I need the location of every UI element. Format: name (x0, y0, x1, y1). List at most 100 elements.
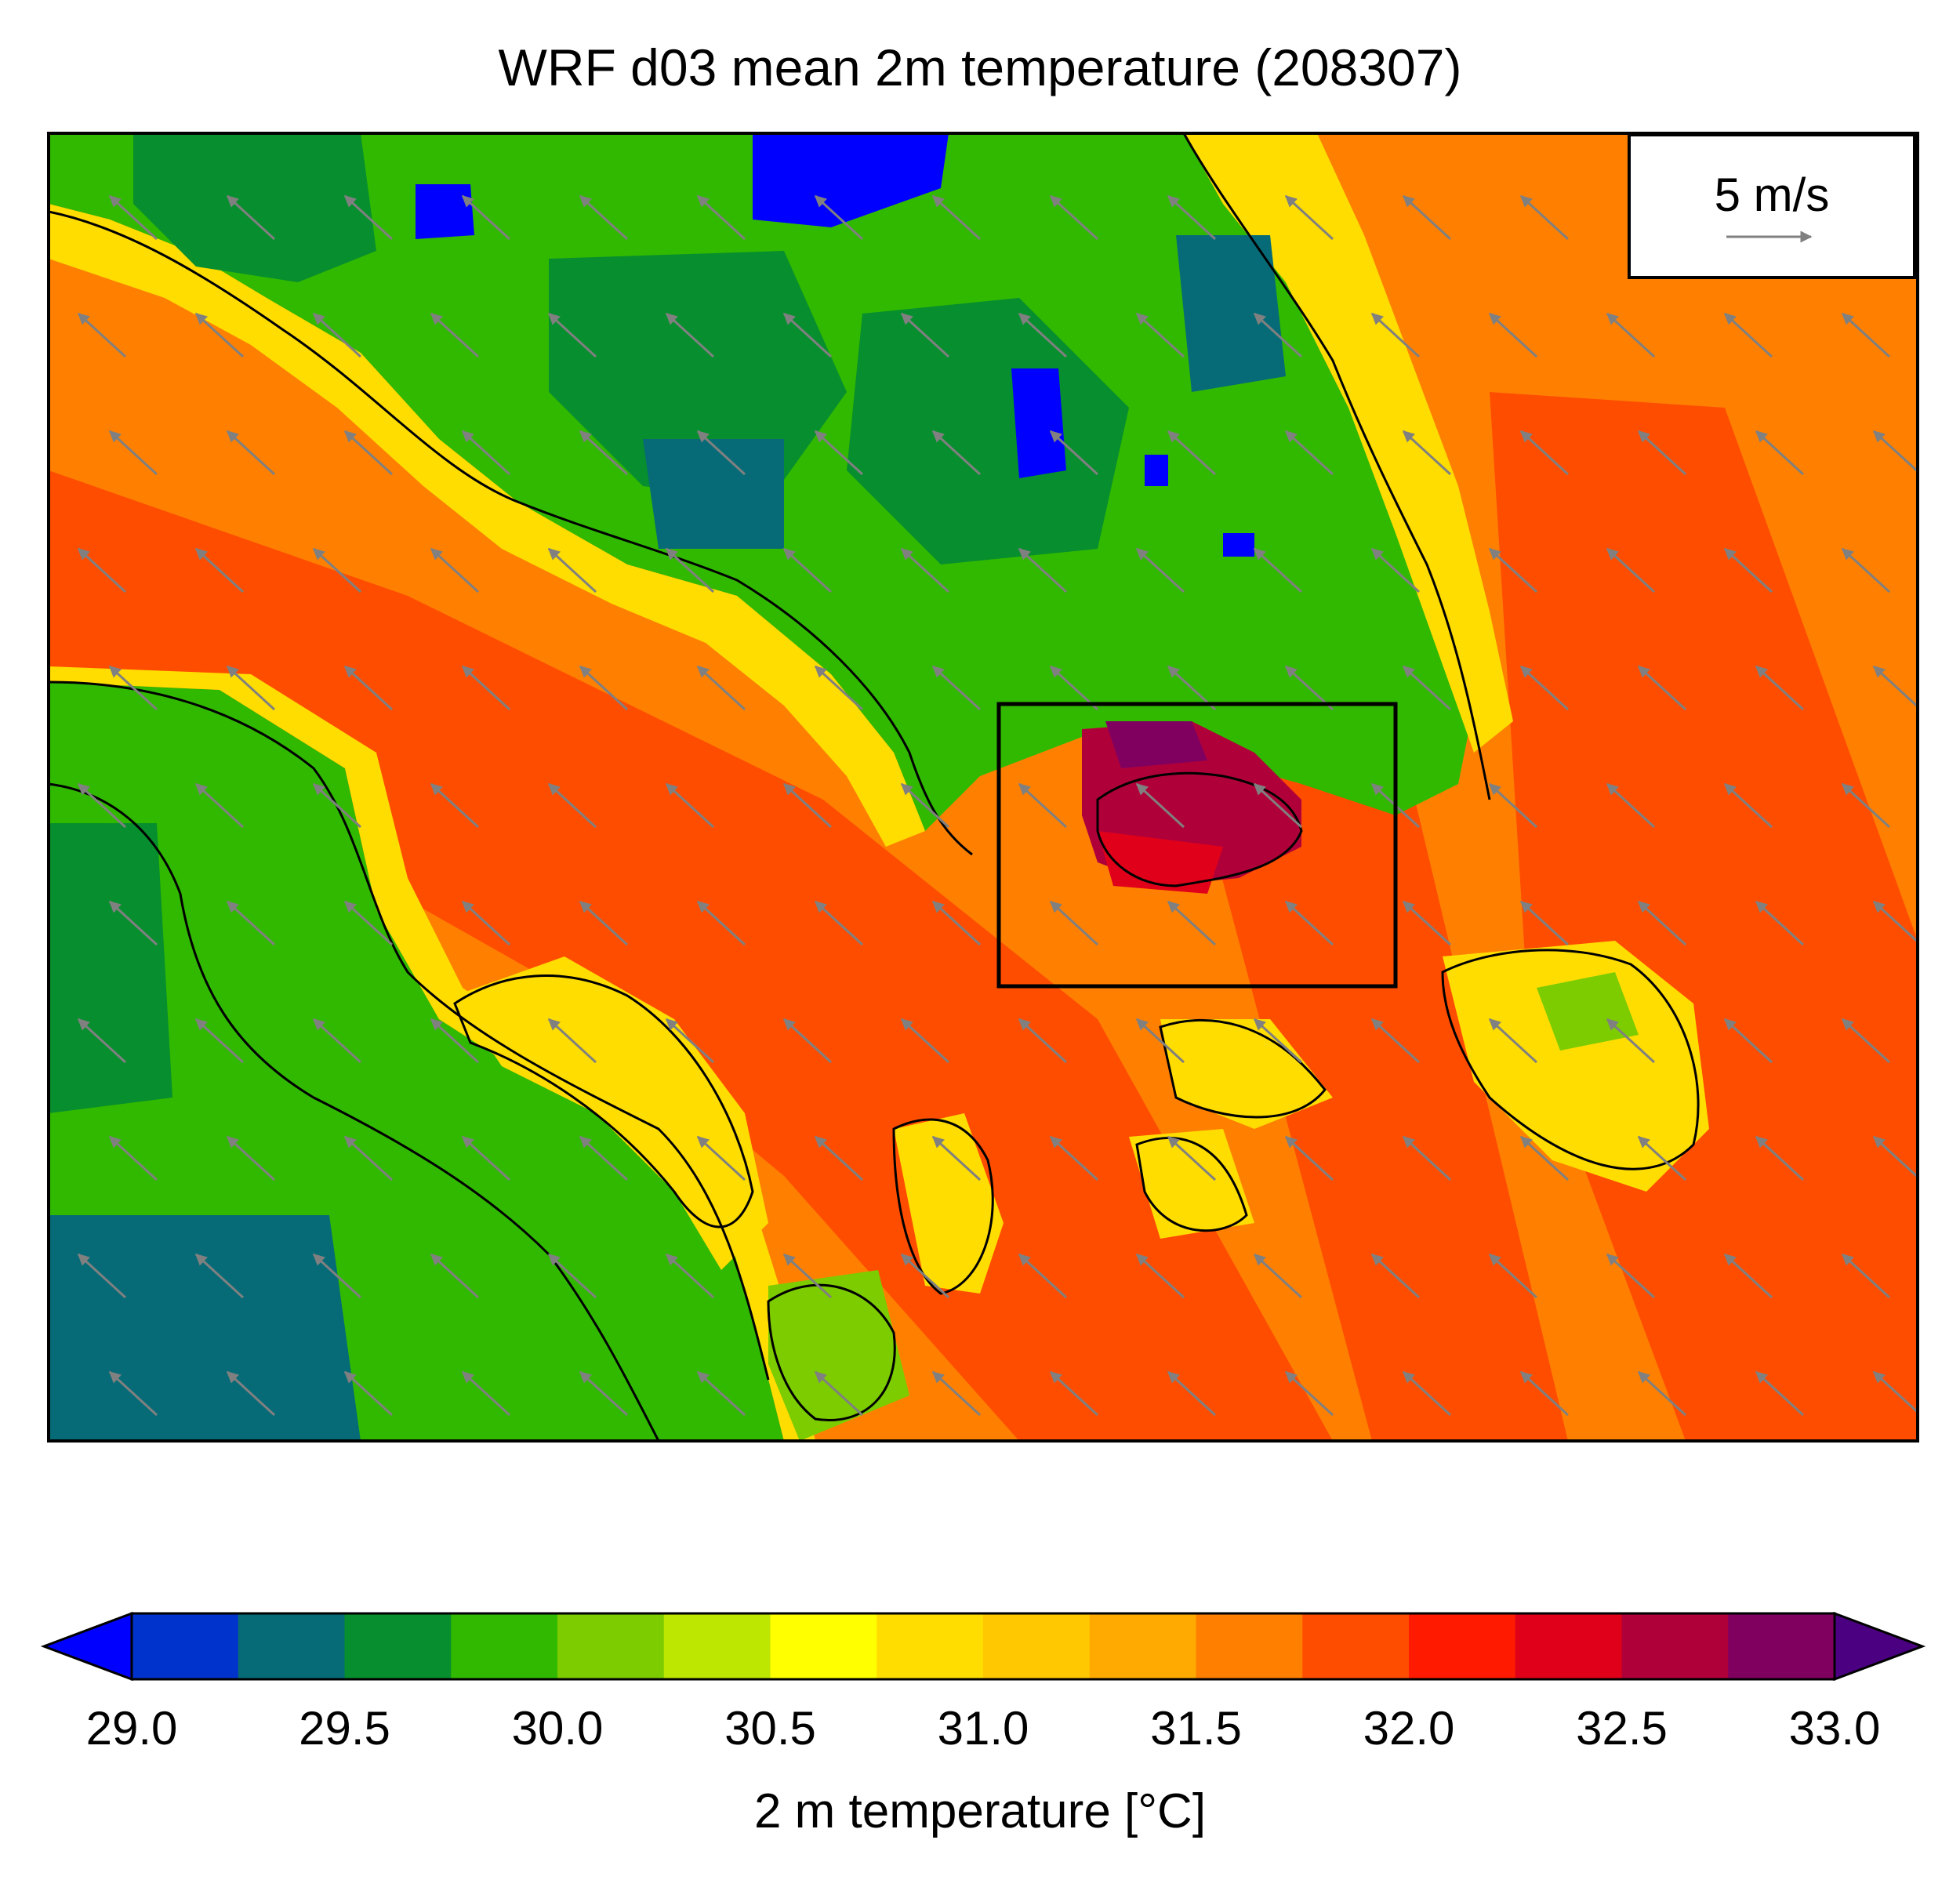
wind-vector (1284, 1135, 1334, 1181)
wind-vector (226, 900, 276, 946)
coastline (49, 782, 660, 1441)
island-riau (1129, 1129, 1254, 1239)
coastline (49, 680, 770, 1381)
wind-vector (1637, 1370, 1687, 1417)
colorbar-frame (130, 1612, 1836, 1681)
wind-vector (665, 547, 715, 593)
wind-vector (900, 547, 950, 593)
colorbar-bin (1196, 1613, 1303, 1679)
wind-vector (77, 547, 127, 593)
reference-vector-label: 5 m/s (1714, 169, 1830, 221)
wind-vector (696, 430, 746, 476)
wind-vector (1519, 430, 1570, 476)
wind-vector (1755, 1370, 1805, 1417)
wind-vector (430, 312, 480, 358)
wind-vector (1519, 194, 1570, 241)
wind-vector (547, 547, 597, 593)
wind-vector (1723, 312, 1773, 358)
wind-vector (1167, 1370, 1217, 1417)
wind-vector (1018, 312, 1068, 358)
wind-vector (1135, 312, 1185, 358)
wind-vector (1841, 312, 1891, 358)
wind-vector (931, 665, 982, 711)
colorbar-tick-label: 32.5 (1576, 1702, 1668, 1755)
wind-vector (1370, 312, 1421, 358)
coastline (1182, 133, 1491, 800)
reservoir (416, 184, 474, 239)
wind-vector (1049, 1370, 1099, 1417)
wind-vector (931, 1370, 982, 1417)
coastline-island (767, 1283, 896, 1421)
colorbar-bin (451, 1613, 558, 1679)
wind-vector (1253, 782, 1303, 829)
wind-vector (194, 782, 245, 829)
singapore-highlight-box (996, 702, 1398, 989)
island-riau (1160, 1019, 1333, 1129)
wind-vector (547, 312, 597, 358)
wind-vector (1284, 1370, 1334, 1417)
island-riau (768, 1270, 909, 1441)
wind-vector (226, 665, 276, 711)
wind-vector (1841, 1018, 1891, 1064)
wind-vector (900, 312, 950, 358)
wind-vector (814, 430, 864, 476)
east-warm-band (1490, 392, 1918, 1441)
reservoir (1223, 533, 1254, 557)
wind-vector (461, 1135, 511, 1181)
wind-vector (312, 782, 362, 829)
wind-vector (931, 1135, 982, 1181)
wind-vector (1402, 900, 1452, 946)
colorbar-bin (557, 1613, 665, 1679)
wind-vector (1253, 1018, 1303, 1064)
wind-vector (1402, 430, 1452, 476)
wind-vector (900, 1018, 950, 1064)
wind-vector (547, 782, 597, 829)
wind-vector (665, 312, 715, 358)
wind-vector (1872, 900, 1918, 944)
wind-vector (1049, 194, 1099, 241)
wind-vector (1402, 194, 1452, 241)
wind-vector (814, 1370, 864, 1417)
wind-vector (696, 194, 746, 241)
colorbar-tick-label: 32.0 (1363, 1702, 1455, 1755)
wind-vector (1723, 547, 1773, 593)
wind-vector (696, 900, 746, 946)
wind-vector (1402, 1135, 1452, 1181)
wind-vector (1606, 782, 1656, 829)
wind-vector (343, 430, 394, 476)
wind-vector (900, 1253, 950, 1299)
wind-vector (312, 547, 362, 593)
wind-vector (1755, 430, 1805, 476)
urban-heat (1105, 721, 1207, 768)
wind-vector (696, 665, 746, 711)
wind-vector (312, 1018, 362, 1064)
wind-vector (226, 430, 276, 476)
wind-vector (814, 900, 864, 946)
wind-vector (1872, 665, 1918, 709)
wind-vector (108, 194, 158, 241)
wind-vector (461, 665, 511, 711)
urban-warm (1098, 831, 1223, 894)
colorbar-bin (877, 1613, 984, 1679)
wind-vector (461, 194, 511, 241)
wind-vector (1135, 547, 1185, 593)
wind-vector (1519, 900, 1570, 946)
east-warm-band-2 (1176, 706, 1568, 1441)
wind-vector (1167, 194, 1217, 241)
wind-vector (1519, 665, 1570, 711)
wind-vector (461, 900, 511, 946)
wind-vector (343, 665, 394, 711)
wind-vector (108, 665, 158, 711)
wind-vector (1253, 1253, 1303, 1299)
wind-vector (696, 1135, 746, 1181)
cool-patch (643, 439, 784, 549)
wind-vector (1488, 312, 1538, 358)
wind-vector (430, 1253, 480, 1299)
wind-vector (1167, 900, 1217, 946)
island-riau (455, 956, 768, 1270)
wind-vector (782, 1253, 833, 1299)
wind-vector (430, 782, 480, 829)
wind-vector (579, 194, 629, 241)
wind-vector (1135, 782, 1185, 829)
coastline-island (892, 1118, 994, 1295)
